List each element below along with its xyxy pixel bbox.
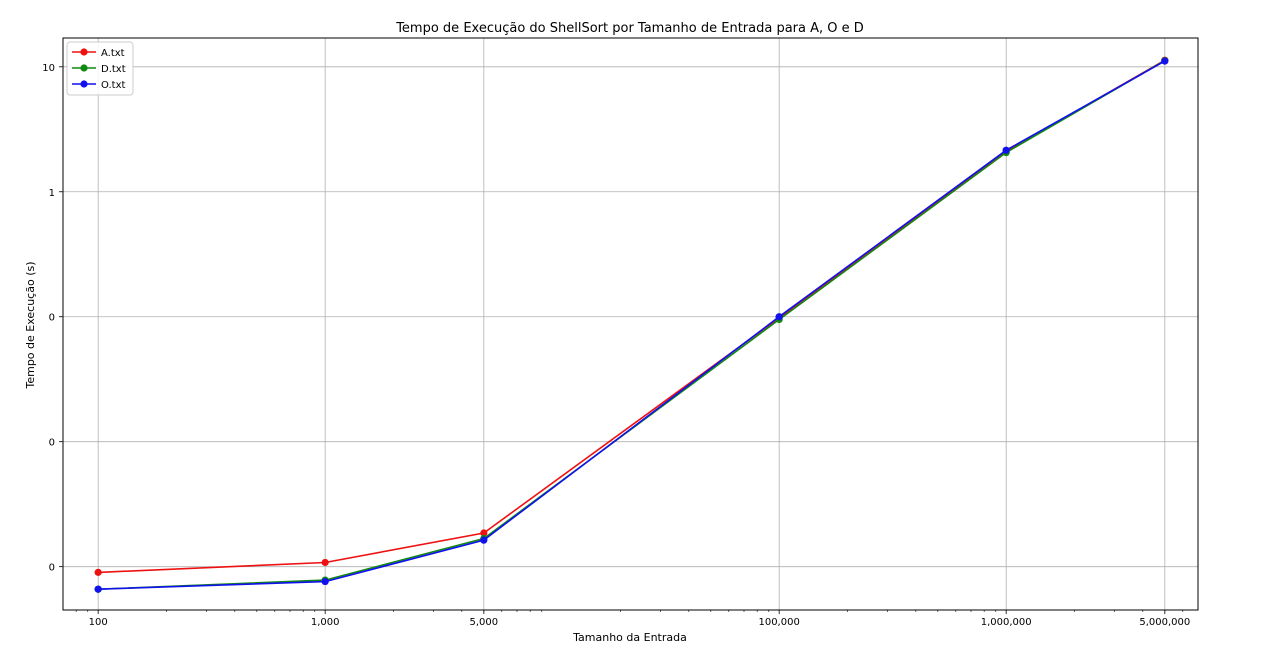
data-point bbox=[480, 529, 488, 537]
y-axis: 0 0 0 1 10 bbox=[42, 63, 63, 574]
x-tick-label: 5,000,000 bbox=[1139, 617, 1190, 628]
legend-label: D.txt bbox=[101, 64, 126, 75]
legend-label: A.txt bbox=[101, 48, 125, 59]
x-axis-label: Tamanho da Entrada bbox=[572, 631, 687, 644]
series-layer bbox=[94, 56, 1169, 593]
series-line-A-txt bbox=[98, 59, 1166, 574]
grid bbox=[63, 38, 1198, 610]
x-tick-label: 100,000 bbox=[758, 617, 799, 628]
legend-marker bbox=[80, 48, 88, 56]
data-point bbox=[775, 313, 783, 321]
y-axis-label: Tempo de Execução (s) bbox=[24, 261, 37, 389]
x-axis: 100 1,000 5,000 100,000 1,000,000 5,000,000 bbox=[89, 610, 1190, 628]
data-point bbox=[94, 585, 102, 593]
chart-title: Tempo de Execução do ShellSort por Taman… bbox=[395, 21, 864, 36]
legend-marker bbox=[80, 80, 88, 88]
data-point bbox=[321, 577, 329, 586]
x-tick-label: 5,000 bbox=[470, 617, 499, 628]
y-tick-label: 1 bbox=[49, 188, 55, 199]
x-tick-label: 1,000 bbox=[311, 617, 340, 628]
y-tick-label: 0 bbox=[49, 313, 55, 324]
y-tick-label: 10 bbox=[42, 63, 55, 74]
x-tick-label: 1,000,000 bbox=[981, 617, 1032, 628]
y-tick-label: 0 bbox=[49, 438, 55, 449]
x-tick-label: 100 bbox=[89, 617, 108, 628]
legend: A.txt D.txt O.txt bbox=[66, 41, 134, 96]
data-point bbox=[321, 558, 329, 567]
data-point bbox=[1161, 57, 1169, 65]
data-point bbox=[94, 568, 102, 576]
data-point bbox=[1002, 146, 1010, 154]
y-tick-label: 0 bbox=[49, 563, 55, 574]
plot-frame bbox=[62, 37, 1199, 611]
legend-label: O.txt bbox=[101, 80, 125, 91]
legend-marker bbox=[80, 64, 88, 72]
series-line-D-txt bbox=[98, 59, 1166, 590]
series-line-O-txt bbox=[98, 60, 1166, 590]
data-point bbox=[480, 536, 488, 544]
